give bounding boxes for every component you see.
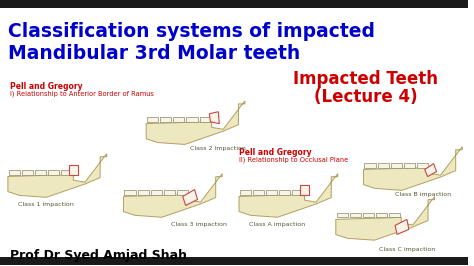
Text: Classification systems of impacted: Classification systems of impacted xyxy=(8,22,375,41)
Bar xyxy=(378,163,389,168)
Text: Class 3 impaction: Class 3 impaction xyxy=(171,222,227,227)
Bar xyxy=(186,117,198,122)
Bar xyxy=(48,170,59,174)
Bar xyxy=(200,117,210,122)
Polygon shape xyxy=(210,112,219,124)
Bar xyxy=(266,190,277,194)
Bar xyxy=(177,190,188,194)
Bar xyxy=(173,117,184,122)
Text: (Lecture 4): (Lecture 4) xyxy=(314,88,417,106)
Text: II) Relationship to Occlusal Plane: II) Relationship to Occlusal Plane xyxy=(239,157,348,163)
Bar xyxy=(253,190,264,194)
Polygon shape xyxy=(123,174,222,217)
Text: I) Relationship to Anterior Border of Ramus: I) Relationship to Anterior Border of Ra… xyxy=(10,91,154,97)
Bar xyxy=(69,165,78,174)
Bar xyxy=(376,213,387,217)
Bar xyxy=(147,117,158,122)
Bar xyxy=(391,163,402,168)
Polygon shape xyxy=(182,189,198,205)
Bar xyxy=(0,257,468,265)
Bar xyxy=(404,163,415,168)
Text: Impacted Teeth: Impacted Teeth xyxy=(293,70,438,88)
Bar xyxy=(240,190,251,194)
Bar xyxy=(125,190,136,194)
Polygon shape xyxy=(8,154,107,197)
Text: Pell and Gregory: Pell and Gregory xyxy=(10,82,82,91)
Text: Class C impaction: Class C impaction xyxy=(379,247,436,252)
Bar xyxy=(61,170,73,174)
Text: Mandibular 3rd Molar teeth: Mandibular 3rd Molar teeth xyxy=(8,44,300,63)
Polygon shape xyxy=(146,101,245,144)
Bar xyxy=(292,190,303,194)
Bar xyxy=(363,213,374,217)
Text: Class B impaction: Class B impaction xyxy=(395,192,451,197)
Polygon shape xyxy=(239,174,338,217)
Bar xyxy=(417,163,428,168)
Text: Class 1 impaction: Class 1 impaction xyxy=(18,202,73,207)
Bar xyxy=(137,190,149,194)
Text: Class 2 impaction: Class 2 impaction xyxy=(190,146,246,151)
Polygon shape xyxy=(364,147,462,190)
Bar xyxy=(22,170,33,174)
Bar xyxy=(0,0,468,8)
Bar xyxy=(300,185,309,194)
Bar xyxy=(337,213,348,217)
Bar xyxy=(365,163,375,168)
Bar xyxy=(35,170,46,174)
Bar xyxy=(9,170,20,174)
Bar xyxy=(160,117,172,122)
Bar xyxy=(279,190,291,194)
Text: Prof Dr Syed Amjad Shah: Prof Dr Syed Amjad Shah xyxy=(10,249,187,262)
Text: Pell and Gregory: Pell and Gregory xyxy=(239,148,311,157)
Text: Class A impaction: Class A impaction xyxy=(249,222,305,227)
Bar xyxy=(350,213,361,217)
Polygon shape xyxy=(336,197,435,240)
Bar xyxy=(389,213,401,217)
Polygon shape xyxy=(395,219,409,234)
Bar xyxy=(151,190,162,194)
Polygon shape xyxy=(425,164,437,177)
Bar xyxy=(164,190,175,194)
